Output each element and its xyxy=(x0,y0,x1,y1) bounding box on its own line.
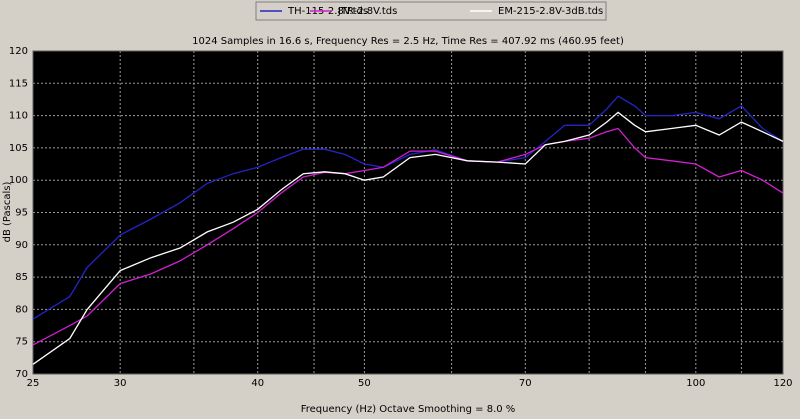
x-tick-label: 40 xyxy=(251,378,264,389)
y-tick-label: 80 xyxy=(15,304,28,315)
y-tick-label: 100 xyxy=(9,175,28,186)
x-tick-label: 120 xyxy=(773,378,792,389)
x-tick-label: 70 xyxy=(519,378,532,389)
y-tick-label: 95 xyxy=(15,208,28,219)
y-tick-label: 120 xyxy=(9,46,28,57)
legend-box xyxy=(255,1,607,21)
y-tick-label: 75 xyxy=(15,337,28,348)
plot-border xyxy=(32,50,784,375)
x-tick-label: 100 xyxy=(686,378,705,389)
series-line xyxy=(32,111,784,365)
y-tick-label: 105 xyxy=(9,143,28,154)
y-tick-label: 70 xyxy=(15,369,28,380)
series-line xyxy=(32,127,784,346)
x-axis-label: Frequency (Hz) Octave Smoothing = 8.0 % xyxy=(301,404,516,415)
y-axis-label: dB (Pascals) xyxy=(2,182,13,243)
x-tick-label: 30 xyxy=(114,378,127,389)
x-tick-label: 25 xyxy=(27,378,40,389)
legend-label: JTR-2.8V.tds xyxy=(337,6,397,17)
y-tick-label: 115 xyxy=(9,78,28,89)
series-line xyxy=(32,95,784,320)
y-tick-label: 110 xyxy=(9,111,28,122)
y-tick-label: 90 xyxy=(15,240,28,251)
legend-label: EM-215-2.8V-3dB.tds xyxy=(498,6,603,17)
chart-title: 1024 Samples in 16.6 s, Frequency Res = … xyxy=(192,36,624,47)
x-tick-label: 50 xyxy=(358,378,371,389)
y-tick-label: 85 xyxy=(15,272,28,283)
